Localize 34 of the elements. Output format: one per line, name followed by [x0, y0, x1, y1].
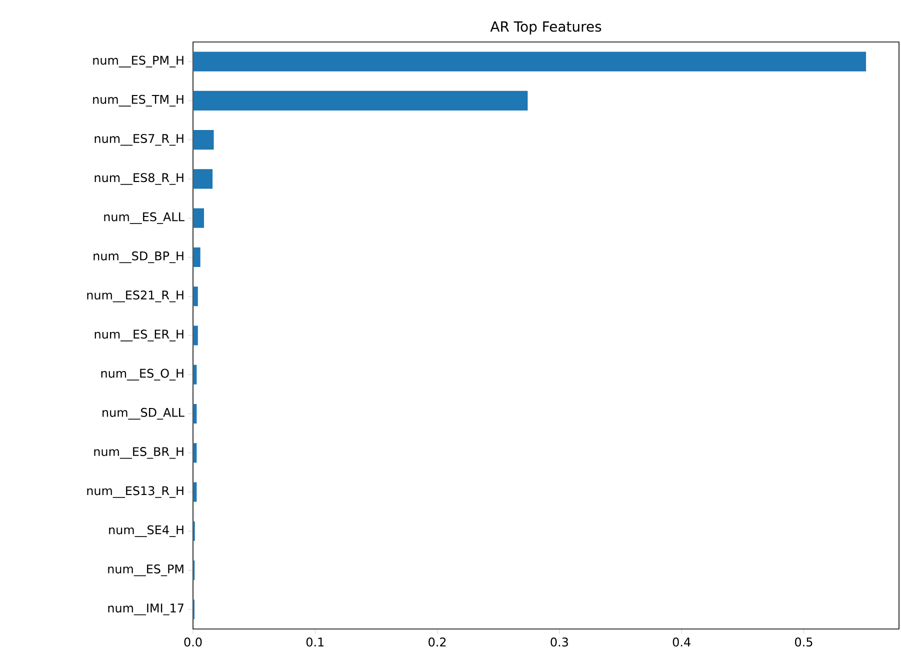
y-tick-label: num__SE4_H	[109, 525, 184, 537]
x-tick-label: 0.2	[428, 638, 446, 647]
y-tick-label: num__ES_TM_H	[93, 94, 184, 107]
bar	[193, 208, 204, 228]
y-tick-label: num__SD_BP_H	[94, 251, 184, 264]
y-tick-label: num__IMI_17	[108, 604, 184, 616]
y-tick-label: num__ES_ALL	[104, 212, 184, 224]
x-tick-label: 0.0	[184, 638, 202, 647]
bar	[193, 364, 197, 384]
bar	[193, 286, 198, 306]
bar	[193, 169, 213, 189]
bar	[193, 90, 528, 110]
bar	[193, 482, 197, 502]
y-tick-label: num__ES_PM	[108, 564, 184, 576]
bar	[193, 404, 197, 424]
y-tick-label: num__ES_O_H	[101, 368, 184, 380]
bar	[193, 443, 197, 463]
bar	[193, 247, 200, 267]
y-tick-label: num__ES_PM_H	[93, 56, 184, 68]
y-tick-label: num__ES21_R_H	[87, 290, 184, 302]
x-tick-label: 0.1	[306, 638, 324, 647]
bar	[193, 52, 866, 72]
chart-title: AR Top Features	[490, 21, 602, 34]
x-tick-label: 0.4	[672, 638, 690, 647]
y-tick-label: num__SD_ALL	[102, 408, 184, 420]
y-tick-label: num__ES13_R_H	[87, 486, 184, 498]
bar	[193, 130, 214, 150]
x-tick-label: 0.5	[795, 638, 812, 647]
y-tick-label: num__ES_BR_H	[94, 447, 184, 459]
y-tick-label: num__ES8_R_H	[94, 173, 184, 185]
bar	[193, 326, 198, 346]
x-tick-label: 0.3	[550, 638, 568, 647]
y-tick-label: num__ES_ER_H	[94, 330, 184, 342]
y-tick-label: num__ES7_R_H	[94, 134, 184, 146]
